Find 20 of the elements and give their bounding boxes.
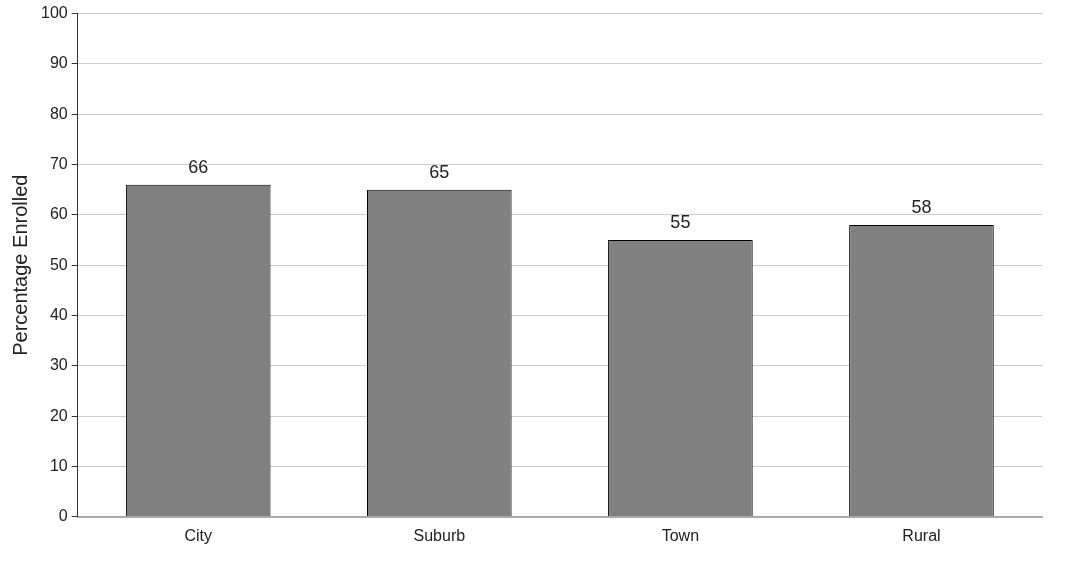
x-tick-label: City [184, 526, 213, 544]
x-tick-label: Town [661, 526, 700, 544]
y-tick-label: 90 [49, 54, 68, 72]
y-tick-label: 0 [58, 507, 68, 525]
data-label: 58 [911, 196, 932, 217]
y-tick-label: 100 [40, 4, 68, 22]
data-label: 65 [429, 161, 450, 182]
data-label: 55 [670, 212, 691, 233]
x-tick-label: Suburb [413, 526, 466, 544]
data-label: 66 [188, 156, 209, 177]
y-tick-label: 60 [49, 205, 68, 223]
y-tick-label: 10 [49, 456, 68, 474]
y-axis-title: Percentage Enrolled [8, 174, 31, 356]
x-tick-label: Rural [902, 526, 941, 544]
y-tick-label: 70 [49, 154, 68, 172]
y-tick-label: 50 [49, 255, 68, 273]
y-tick-label: 20 [49, 406, 68, 424]
y-tick-label: 30 [49, 356, 68, 374]
y-tick-label: 40 [49, 305, 68, 323]
y-tick-label: 80 [49, 104, 68, 122]
